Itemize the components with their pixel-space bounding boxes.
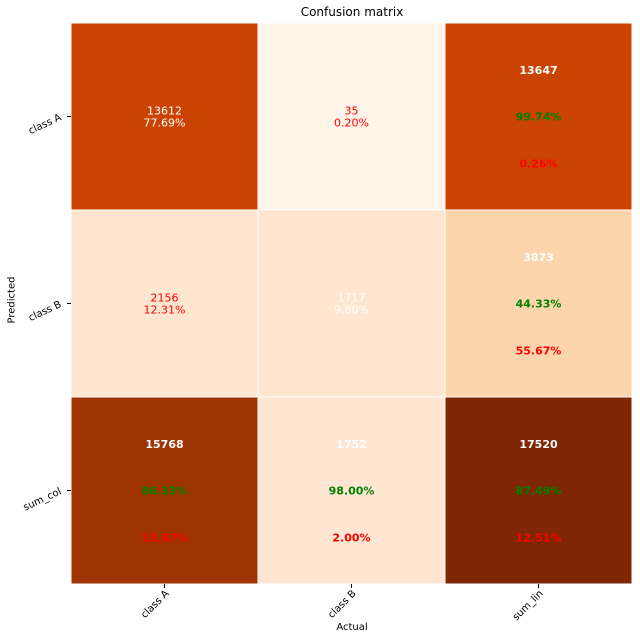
heatmap-cell <box>444 22 633 211</box>
heatmap-cell <box>444 209 633 398</box>
cell-value-label: 55.67% <box>516 344 562 357</box>
cell-value-label: 98.00% <box>329 485 375 498</box>
cell-value-label: 12.51% <box>516 531 562 544</box>
cell-value-label: 87.49% <box>516 485 562 498</box>
x-tick-label: class A <box>139 588 172 621</box>
x-tick-label: class B <box>326 588 359 621</box>
cell-value-label: 99.74% <box>516 111 562 124</box>
y-tick-label: class A <box>27 112 63 137</box>
cell-value-label: 86.33% <box>142 485 188 498</box>
cell-value-label: 35 <box>345 105 359 118</box>
cell-value-label: 1752 <box>336 438 367 451</box>
chart-title: Confusion matrix <box>300 5 404 19</box>
cell-value-label: 2156 <box>151 292 179 305</box>
cell-value-label: 0.26% <box>519 157 557 170</box>
x-axis-label: Actual <box>336 622 368 633</box>
cell-value-label: 44.33% <box>516 298 562 311</box>
cell-value-label: 77.69% <box>144 117 186 130</box>
heatmap-cell <box>70 209 259 398</box>
cell-value-label: 17520 <box>519 438 558 451</box>
cell-value-label: 13.67% <box>142 531 188 544</box>
cell-value-label: 3873 <box>523 251 554 264</box>
y-tick-label: class B <box>27 299 63 324</box>
cell-value-label: 13612 <box>147 105 182 118</box>
cell-value-label: 2.00% <box>332 531 370 544</box>
cell-value-label: 15768 <box>145 438 183 451</box>
cell-value-label: 13647 <box>519 64 557 77</box>
x-tick-label: sum_lin <box>511 588 546 623</box>
heatmap-cell <box>257 209 446 398</box>
y-axis-label: Predicted <box>6 276 18 324</box>
heatmap-cell <box>257 396 446 585</box>
y-tick-label: sum_col <box>22 486 64 513</box>
cell-value-label: 1717 <box>338 292 366 305</box>
cell-value-label: 0.20% <box>334 117 369 130</box>
cell-value-label: 9.80% <box>334 304 369 317</box>
heatmap-cell <box>444 396 633 585</box>
cell-value-label: 12.31% <box>144 304 186 317</box>
